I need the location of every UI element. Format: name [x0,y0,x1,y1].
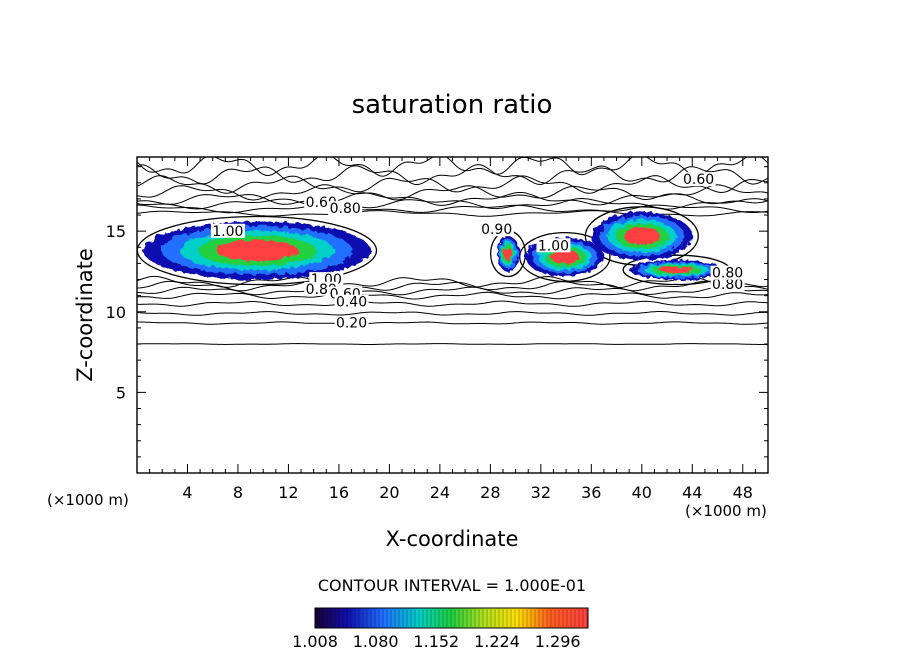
contour-label: 0.80 [330,201,361,217]
contour-lines [137,157,768,346]
contour-line [137,184,768,201]
contour-label-bg [334,315,369,330]
contour-line [137,300,768,307]
chart-title: saturation ratio [352,90,553,120]
contour-label-bg [210,223,245,238]
cloud-band [503,247,513,261]
y-tick-label: 15 [106,222,126,241]
x-unit-left: (×1000 m) [47,491,129,509]
contour-line [137,157,768,177]
contour-line [137,280,768,292]
cloud-band [216,240,298,261]
x-tick-label: 4 [182,483,192,502]
contour-line [137,164,768,186]
contour-label-bg [710,265,745,280]
contour-label: 0.60 [683,172,714,188]
contour-line [137,291,768,300]
colorbar-tick-label: 1.008 [292,632,338,651]
x-tick-label: 40 [632,483,652,502]
contour-line [137,311,768,316]
contour-line [137,192,768,206]
colorbar-ticks: 1.008 1.080 1.152 1.224 1.296 [292,632,580,651]
y-tick-label: 5 [116,383,126,402]
contour-label: 0.90 [481,222,512,238]
cloud-band [550,249,579,264]
x-tick-label: 36 [581,483,601,502]
x-tick-label: 32 [531,483,551,502]
cloud-band [623,227,660,245]
contour-label-bg [681,172,716,187]
x-tick-label: 28 [480,483,500,502]
contour-label: 0.20 [336,316,367,332]
contour-label-bg [710,276,745,291]
contour-interval: CONTOUR INTERVAL = 1.000E-01 [318,576,586,595]
x-tick-label: 48 [733,483,753,502]
x-unit-right: (×1000 m) [685,502,767,520]
x-tick-label: 12 [278,483,298,502]
contour-line [137,175,768,194]
x-tick-label: 8 [233,483,243,502]
colorbar-tick-label: 1.296 [535,632,581,651]
contour-line [137,286,768,296]
contour-line [137,275,768,289]
colorbar-tick-label: 1.152 [413,632,459,651]
x-tick-label: 20 [379,483,399,502]
contour-label: 0.80 [712,277,743,293]
cloud-contour [519,231,611,282]
plot-area: 0.600.600.801.00 0.901.001.000.800.600.40… [137,157,768,346]
y-tick-label: 10 [106,303,126,322]
x-tick-label: 24 [430,483,450,502]
contour-label-bg [536,238,571,253]
contour-label: 0.80 [712,266,743,282]
x-axis: 4 8 12 16 20 24 28 32 36 40 44 48 [149,157,756,502]
cloud-fill [143,211,724,280]
x-axis-label: X-coordinate [386,527,519,551]
colorbar-tick-label: 1.080 [353,632,399,651]
colorbar-stripes [318,609,588,627]
x-tick-label: 16 [329,483,349,502]
contour-line [137,342,768,346]
contour-label: 1.00 [538,238,569,254]
contour-line [137,204,768,214]
contour-label-bg [328,201,363,216]
contour-line [137,321,768,325]
contour-label-bg [334,294,369,309]
colorbar-tick-label: 1.224 [474,632,520,651]
cloud-band [659,266,694,274]
contour-label: 0.40 [336,295,367,311]
contour-labels: 0.600.600.801.00 0.901.001.000.800.600.40… [210,172,745,332]
contour-label: 1.00 [212,224,243,240]
contour-label-bg [479,222,514,237]
x-tick-label: 44 [682,483,702,502]
y-axis: 5 10 15 [106,166,768,458]
y-axis-label: Z-coordinate [73,248,97,382]
